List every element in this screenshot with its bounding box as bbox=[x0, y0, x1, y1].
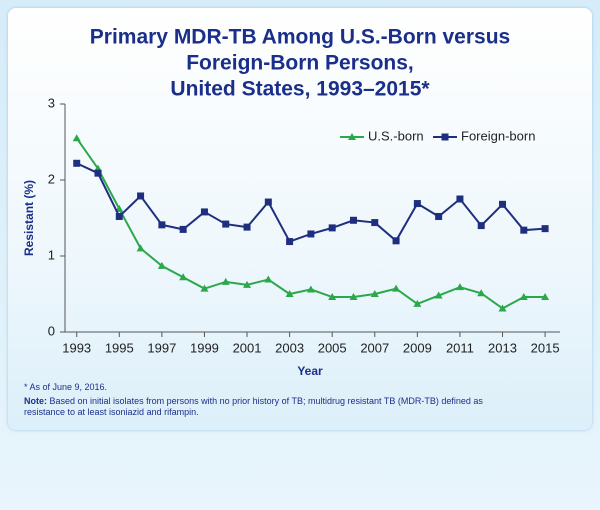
data-point bbox=[435, 212, 443, 220]
data-point bbox=[115, 212, 123, 220]
data-point bbox=[456, 195, 464, 203]
data-point bbox=[264, 275, 273, 283]
data-point bbox=[243, 223, 251, 231]
y-tick-label: 2 bbox=[48, 171, 55, 186]
data-point bbox=[306, 285, 315, 293]
data-point bbox=[158, 221, 166, 229]
x-tick-label: 2013 bbox=[488, 340, 517, 355]
data-point bbox=[200, 208, 208, 216]
footnote: * As of June 9, 2016. bbox=[24, 382, 108, 392]
data-point bbox=[328, 224, 336, 232]
data-point bbox=[136, 244, 145, 252]
x-axis-title: Year bbox=[297, 364, 323, 378]
data-point bbox=[243, 280, 252, 288]
data-point bbox=[200, 284, 209, 292]
data-point bbox=[519, 293, 528, 301]
note-label: Note: bbox=[24, 396, 47, 406]
data-point bbox=[179, 273, 188, 281]
chart-title: Primary MDR-TB Among U.S.-Born versus bbox=[90, 26, 510, 49]
data-point bbox=[285, 290, 294, 297]
data-point bbox=[307, 230, 315, 238]
data-point bbox=[349, 293, 358, 301]
note: Note: Based on initial isolates from per… bbox=[24, 396, 494, 418]
data-point bbox=[370, 290, 379, 297]
y-tick-label: 3 bbox=[48, 95, 55, 110]
x-tick-label: 1995 bbox=[105, 340, 134, 355]
data-point bbox=[94, 169, 102, 177]
data-point bbox=[179, 225, 187, 233]
y-tick-label: 0 bbox=[48, 323, 55, 338]
data-point bbox=[541, 225, 549, 233]
x-tick-label: 1993 bbox=[62, 340, 91, 355]
data-point bbox=[434, 291, 443, 299]
data-point bbox=[371, 219, 379, 227]
legend-label: U.S.-born bbox=[368, 128, 424, 143]
data-point bbox=[413, 299, 422, 307]
x-tick-label: 1999 bbox=[190, 340, 219, 355]
y-axis-title: Resistant (%) bbox=[22, 180, 36, 256]
data-point bbox=[264, 198, 272, 206]
series-line bbox=[76, 162, 546, 243]
x-tick-label: 1997 bbox=[147, 340, 176, 355]
data-point bbox=[222, 220, 230, 228]
data-point bbox=[73, 159, 81, 167]
y-tick-label: 1 bbox=[48, 247, 55, 262]
data-point bbox=[441, 133, 449, 141]
chart-title: Foreign-Born Persons, bbox=[186, 52, 414, 75]
data-point bbox=[413, 200, 421, 208]
data-point bbox=[349, 216, 357, 224]
data-point bbox=[392, 284, 401, 292]
note-text: Based on initial isolates from persons w… bbox=[24, 396, 483, 417]
data-point bbox=[157, 261, 166, 269]
x-tick-label: 2015 bbox=[531, 340, 560, 355]
legend-label: Foreign-born bbox=[461, 128, 535, 143]
data-point bbox=[392, 237, 400, 245]
data-point bbox=[541, 293, 550, 301]
data-point bbox=[455, 283, 464, 291]
data-point bbox=[477, 222, 485, 230]
chart-title: United States, 1993–2015* bbox=[170, 78, 430, 101]
data-point bbox=[498, 304, 507, 312]
x-tick-label: 2007 bbox=[360, 340, 389, 355]
data-point bbox=[221, 277, 230, 285]
data-point bbox=[348, 133, 356, 140]
data-point bbox=[115, 204, 124, 212]
x-tick-label: 2005 bbox=[318, 340, 347, 355]
x-tick-label: 2011 bbox=[446, 340, 474, 355]
data-point bbox=[477, 289, 486, 297]
notes: * As of June 9, 2016. Note: Based on ini… bbox=[24, 382, 494, 418]
series-line bbox=[75, 137, 546, 310]
data-point bbox=[520, 226, 528, 234]
data-point bbox=[72, 134, 81, 142]
x-tick-label: 2001 bbox=[233, 340, 262, 355]
data-point bbox=[328, 293, 337, 301]
data-point bbox=[137, 192, 145, 200]
data-point bbox=[286, 238, 294, 246]
x-tick-label: 2009 bbox=[403, 340, 432, 355]
panel bbox=[8, 8, 592, 430]
x-tick-label: 2003 bbox=[275, 340, 304, 355]
data-point bbox=[499, 200, 507, 208]
